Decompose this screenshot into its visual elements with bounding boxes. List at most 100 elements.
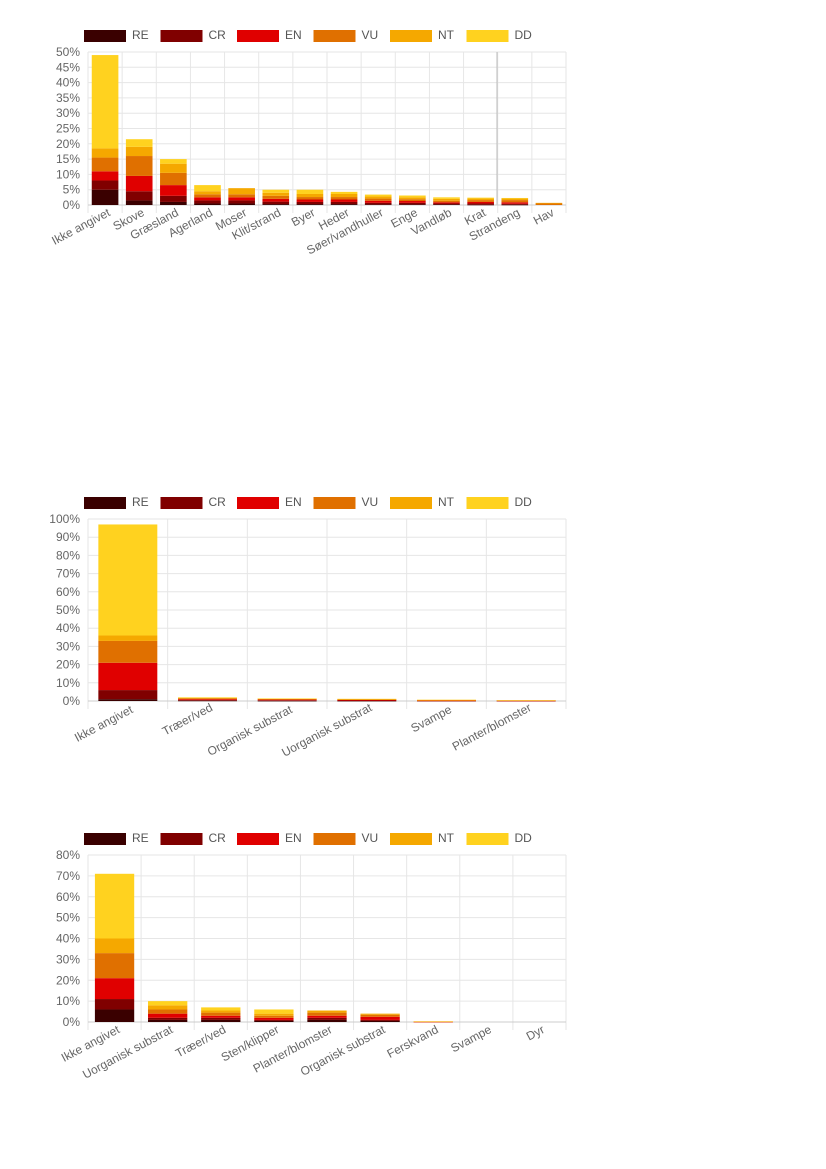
y-tick-label: 20% [56,973,80,987]
bar-en-6 [296,199,324,202]
bar-en-3 [254,1017,294,1020]
bar-nt-5 [496,700,556,701]
bar-en-11 [467,201,494,204]
bar-vu-11 [467,200,494,202]
bar-vu-13 [535,203,563,205]
bar-cr-3 [254,1019,294,1021]
bar-vu-5 [262,195,290,199]
bar-re-4 [228,203,255,205]
legend-swatch-nt [390,497,432,509]
y-tick-label: 40% [56,932,80,946]
bar-dd-1 [125,139,153,147]
legend-swatch-vu [313,833,356,845]
legend-swatch-nt [390,30,432,42]
x-tick-label: Hav [531,205,556,227]
y-tick-label: 80% [56,548,80,562]
bar-re-5 [262,204,290,205]
legend-label-dd: DD [515,28,533,42]
bar-re-1 [178,700,237,702]
y-tick-label: 10% [56,994,80,1008]
bar-en-4 [228,197,255,201]
legend-swatch-en [237,497,279,509]
bar-nt-1 [178,697,237,699]
bar-re-3 [254,1020,294,1022]
y-tick-label: 100% [49,512,80,526]
chart-svg: RE CR EN VU NT DD 0% 10% 20% 30% 40% 50% 60% 70% 80% 90… [49,495,567,760]
y-tick-label: 20% [56,658,80,672]
bar-en-12 [501,202,529,204]
bar-nt-6 [413,1021,453,1022]
y-tick-label: 60% [56,890,80,904]
bar-vu-1 [178,698,237,700]
bar-re-1 [125,200,153,205]
bar-en-8 [364,200,392,203]
bar-en-10 [433,202,460,204]
chart-grid: 0% 10% 20% 30% 40% 50% 60% 70% 80% 90% 100% [49,512,567,709]
bar-cr-0 [91,180,119,190]
legend-label-cr: CR [209,28,227,42]
y-tick-label: 40% [56,621,80,635]
bar-vu-0 [98,640,158,663]
bar-en-4 [417,700,476,702]
bar-nt-2 [201,1010,241,1013]
bar-re-7 [330,204,358,205]
bar-nt-5 [262,192,290,196]
bar-en-2 [257,699,317,701]
bar-en-9 [399,201,426,203]
bar-cr-4 [307,1017,347,1020]
y-tick-label: 30% [56,639,80,653]
bar-re-2 [257,700,317,702]
legend-label-re: RE [132,28,149,42]
y-tick-label: 30% [56,106,80,120]
bar-en-0 [91,171,119,181]
legend-label-dd: DD [515,495,533,509]
bar-dd-11 [467,197,494,199]
bar-re-11 [467,204,494,206]
legend-label-nt: NT [438,28,455,42]
bar-nt-1 [125,146,153,157]
bar-cr-7 [330,201,358,205]
y-tick-label: 10% [56,676,80,690]
bar-cr-2 [201,1017,241,1020]
bar-cr-9 [399,202,426,205]
chart-legend: RE CR EN VU NT DD [84,28,532,42]
bar-en-0 [94,978,135,1000]
bar-re-5 [360,1020,400,1022]
bar-en-5 [360,1016,400,1020]
bar-re-0 [94,1009,135,1022]
legend-label-cr: CR [209,831,227,845]
bar-re-9 [399,204,426,205]
bar-cr-3 [337,700,397,702]
bar-cr-10 [433,203,460,205]
chart-legend: RE CR EN VU NT DD [84,495,532,509]
bar-dd-2 [257,698,317,700]
y-tick-label: 0% [63,198,81,212]
chart-svg: RE CR EN VU NT DD 0% 10% 20% 30% 40% 50% 60% 70% 80% Ik… [56,831,567,1082]
legend-label-cr: CR [209,495,227,509]
legend-swatch-en [237,30,279,42]
bar-cr-8 [364,202,392,205]
y-tick-label: 70% [56,567,80,581]
bar-vu-6 [296,197,324,200]
bar-nt-0 [98,635,158,641]
bar-cr-0 [94,999,135,1010]
bar-dd-0 [94,873,135,939]
bar-nt-5 [360,1013,400,1015]
y-tick-label: 10% [56,167,80,181]
legend-label-re: RE [132,495,149,509]
legend-swatch-cr [160,497,203,509]
chart-substrate: RE CR EN VU NT DD 0% 10% 20% 30% 40% 50% 60% 70% 80% 90… [0,470,826,760]
bar-cr-1 [148,1017,188,1020]
bar-vu-4 [228,194,255,198]
bar-re-3 [194,203,221,205]
bar-cr-11 [467,203,494,205]
y-tick-label: 30% [56,952,80,966]
bar-dd-12 [501,197,529,199]
bar-vu-3 [337,699,397,700]
bar-en-3 [194,197,221,201]
bar-nt-6 [296,193,324,198]
chart-habitat: RE CR EN VU NT DD 0% 5% 10% 15% 20% 25% 30% 35% 40% 45%… [0,0,826,300]
bar-nt-8 [364,196,392,199]
bar-dd-9 [399,195,426,198]
y-tick-label: 35% [56,91,80,105]
